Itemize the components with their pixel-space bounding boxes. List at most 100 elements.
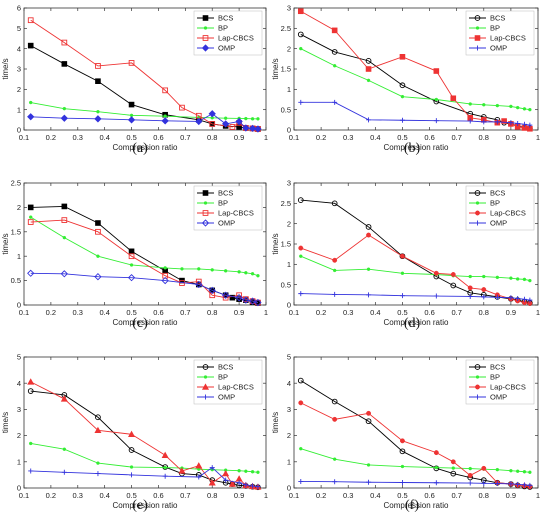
data-point	[61, 217, 68, 223]
data-point	[27, 204, 34, 211]
legend-entry: OMP	[218, 219, 235, 228]
data-point	[27, 113, 35, 121]
x-tick-label: 0.6	[153, 491, 163, 500]
legend-entry: BP	[490, 373, 500, 382]
data-point	[332, 291, 338, 297]
data-point	[243, 482, 249, 488]
data-point	[331, 49, 338, 55]
y-tick-label: 5	[287, 353, 291, 362]
data-point	[161, 276, 169, 285]
data-point	[255, 484, 261, 490]
data-point	[203, 375, 208, 379]
chart-panel-1: 0.1 0.2 0.3 0.4 0.5 0.6 0.7 0.8 0.9 1 0 1 2 3 4 5 6 Compr…	[1, 4, 268, 156]
x-tick-label: 0.6	[424, 308, 434, 317]
data-point	[298, 245, 304, 251]
x-tick-label: 0.2	[46, 133, 56, 142]
legend-entry: Lap-CBCS	[218, 383, 254, 392]
data-point	[250, 483, 256, 489]
data-point	[399, 448, 406, 455]
data-point	[248, 297, 257, 305]
x-tick-label: 0.3	[73, 491, 83, 500]
y-tick-label: 1.5	[281, 240, 291, 249]
data-point	[195, 462, 203, 469]
data-point	[332, 416, 338, 422]
data-point	[474, 364, 481, 370]
legend-entry: OMP	[490, 219, 507, 228]
data-point	[127, 274, 136, 282]
data-point	[244, 271, 248, 275]
x-tick-label: 0.2	[316, 308, 326, 317]
data-point	[515, 469, 520, 473]
data-point	[399, 438, 405, 444]
data-point	[298, 99, 304, 105]
data-point	[299, 447, 303, 451]
data-point	[399, 479, 405, 485]
data-point	[256, 470, 260, 474]
data-point	[298, 291, 304, 297]
data-point	[129, 472, 135, 478]
data-point	[129, 465, 134, 469]
data-point	[365, 418, 372, 425]
x-tick-label: 1	[536, 491, 540, 500]
x-tick-label: 0.8	[207, 133, 217, 142]
data-point	[494, 119, 500, 125]
x-tick-label: 0.4	[99, 491, 109, 500]
data-point	[197, 267, 201, 271]
x-tick-label: 0.2	[46, 308, 56, 317]
data-point	[129, 263, 134, 267]
series-bp	[299, 46, 532, 112]
data-point	[256, 117, 260, 121]
data-point	[195, 280, 203, 289]
x-axis-label: Compression ratio	[113, 318, 178, 327]
legend-entry: BP	[490, 199, 500, 208]
x-tick-label: 0.2	[316, 491, 326, 500]
data-point	[467, 285, 473, 291]
x-tick-label: 0.3	[73, 133, 83, 142]
data-point	[433, 68, 440, 74]
data-point	[162, 87, 169, 94]
data-point	[128, 101, 135, 108]
data-point	[522, 277, 527, 282]
legend-entry: BP	[218, 24, 228, 33]
legend-entry: OMP	[218, 393, 235, 402]
data-point	[95, 228, 101, 235]
x-axis-label: Compression ratio	[384, 143, 449, 152]
data-point	[509, 104, 513, 109]
x-tick-label: 0.5	[397, 491, 407, 500]
x-tick-label: 0.1	[289, 308, 299, 317]
data-point	[250, 470, 255, 474]
x-tick-label: 0.6	[153, 133, 163, 142]
data-point	[298, 400, 304, 406]
y-tick-label: 2	[17, 203, 21, 212]
legend-entry: BP	[218, 199, 228, 208]
data-point	[202, 15, 209, 21]
y-tick-label: 3	[287, 405, 291, 414]
y-tick-label: 3	[17, 65, 21, 74]
data-point	[434, 465, 439, 470]
data-point	[509, 276, 513, 280]
data-point	[250, 117, 255, 121]
y-tick-label: 0	[17, 301, 21, 310]
data-point	[433, 118, 439, 124]
data-point	[223, 116, 228, 120]
legend-entry: BCS	[490, 14, 505, 23]
data-point	[62, 447, 67, 451]
data-point	[433, 293, 439, 299]
data-point	[475, 45, 480, 51]
data-point	[474, 15, 481, 21]
data-point	[475, 384, 480, 390]
legend-entry: Lap-CBCS	[490, 209, 526, 218]
data-point	[366, 267, 371, 271]
data-point	[528, 107, 532, 112]
data-point	[62, 235, 67, 240]
data-point	[95, 63, 101, 69]
x-tick-label: 0.5	[126, 308, 136, 317]
x-tick-label: 1	[536, 133, 540, 142]
y-axis-label: time/s	[1, 412, 10, 433]
y-tick-label: 6	[17, 4, 21, 13]
data-point	[29, 215, 33, 219]
panel-label: (f)	[405, 498, 419, 513]
data-point	[163, 465, 167, 470]
